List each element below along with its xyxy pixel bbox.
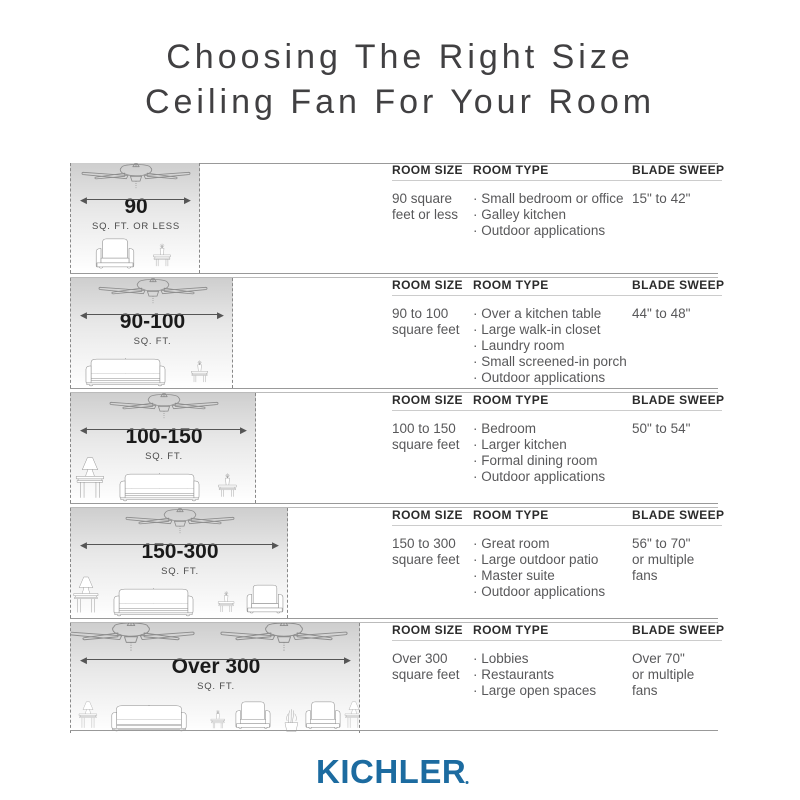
svg-text:KICHLER: KICHLER	[316, 753, 466, 790]
